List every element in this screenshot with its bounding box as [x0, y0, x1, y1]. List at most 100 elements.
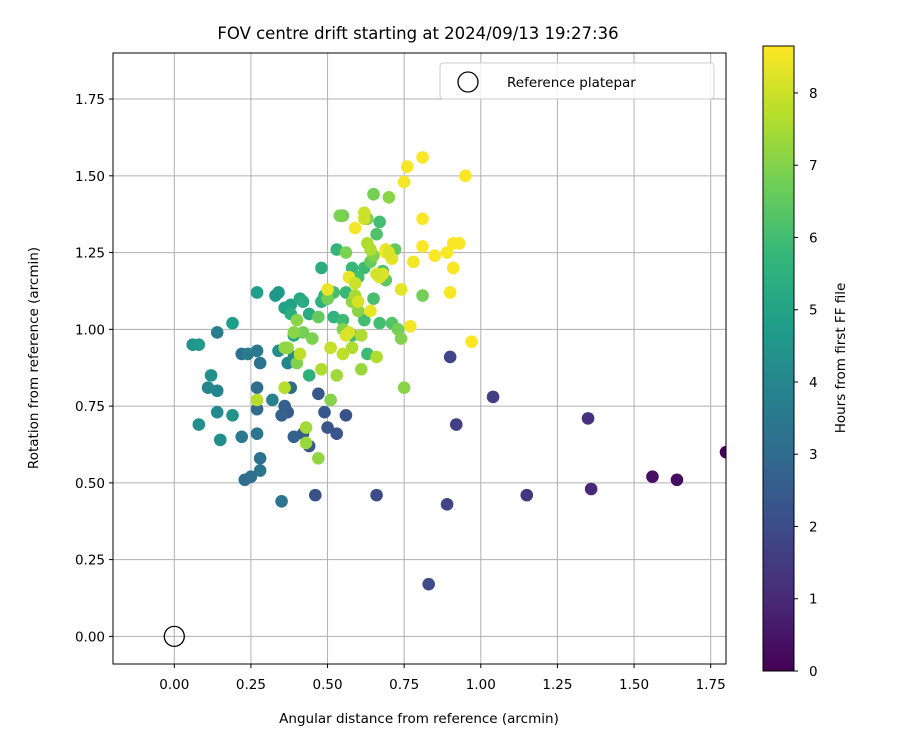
data-point: [210, 405, 224, 419]
y-tick-label: 0.50: [75, 476, 105, 492]
data-point: [367, 292, 380, 305]
data-point: [440, 246, 454, 259]
data-point: [253, 356, 267, 370]
colorbar-tick-label: 1: [809, 592, 818, 608]
colorbar-tick-label: 4: [809, 375, 818, 391]
colorbar-tick-label: 0: [809, 664, 818, 680]
y-tick-label: 0.00: [75, 629, 105, 645]
grid-lines: [113, 53, 726, 664]
data-point: [278, 341, 291, 355]
data-point: [250, 286, 264, 299]
data-point: [646, 470, 659, 484]
data-point: [400, 160, 414, 173]
data-point: [446, 261, 460, 275]
colorbar-tick-label: 7: [809, 158, 818, 174]
data-point: [351, 304, 365, 318]
data-point: [364, 304, 377, 318]
data-point: [312, 310, 325, 324]
data-point: [581, 412, 595, 425]
data-point: [358, 313, 371, 327]
data-point: [296, 326, 310, 339]
data-point: [382, 246, 396, 259]
data-point: [226, 316, 239, 330]
x-tick-label: 1.25: [542, 677, 572, 693]
data-point: [370, 227, 383, 241]
data-point: [315, 362, 328, 376]
data-point: [339, 329, 353, 342]
chart-title: FOV centre drift starting at 2024/09/13 …: [217, 24, 618, 43]
data-point: [287, 326, 301, 339]
x-axis-label: Angular distance from reference (arcmin): [279, 711, 559, 727]
data-point: [367, 187, 380, 201]
data-point: [339, 246, 353, 259]
y-tick-label: 0.75: [75, 399, 105, 415]
data-point: [345, 341, 359, 355]
data-point: [226, 409, 239, 422]
data-point: [422, 577, 435, 591]
data-point: [299, 421, 313, 434]
legend-label: Reference platepar: [507, 75, 636, 91]
data-point: [373, 316, 386, 330]
data-point: [290, 313, 304, 327]
data-point: [312, 451, 325, 465]
x-tick-label: 1.75: [696, 677, 726, 693]
data-point: [670, 473, 684, 487]
x-tick-label: 0.00: [159, 677, 189, 693]
data-point: [486, 390, 500, 404]
data-point: [321, 421, 334, 434]
data-point: [305, 332, 319, 345]
data-point: [373, 215, 386, 229]
data-point: [284, 298, 298, 312]
data-point: [299, 436, 313, 450]
data-point: [520, 488, 534, 502]
data-point: [324, 341, 337, 355]
data-point: [250, 381, 264, 394]
data-point: [364, 243, 377, 256]
data-point: [308, 488, 322, 502]
colorbar-gradient: [762, 45, 795, 672]
data-point: [250, 344, 264, 358]
data-point: [339, 409, 353, 422]
x-axis-ticks: 0.00 0.25 0.50 0.75 1.00 1.25 1.50 1.75: [159, 664, 726, 693]
data-point: [272, 286, 285, 299]
data-point: [296, 295, 310, 308]
data-point: [275, 409, 288, 422]
x-tick-label: 1.50: [619, 677, 649, 693]
data-point: [358, 212, 371, 226]
data-point: [213, 433, 227, 447]
y-axis-ticks: 0.00 0.25 0.50 0.75 1.00 1.25 1.50 1.75: [75, 92, 113, 645]
data-point: [333, 209, 347, 223]
data-point: [201, 381, 215, 394]
colorbar-tick-label: 6: [809, 230, 818, 246]
data-point: [370, 267, 383, 281]
data-point: [250, 427, 264, 441]
data-point: [394, 332, 408, 345]
data-point: [453, 237, 466, 250]
data-point: [204, 369, 218, 382]
data-point: [354, 362, 368, 376]
colorbar-tick-label: 3: [809, 447, 818, 463]
data-point: [250, 393, 264, 407]
data-point: [293, 347, 307, 361]
data-point: [321, 292, 334, 305]
y-tick-label: 1.25: [75, 246, 105, 262]
colorbar-tick-label: 8: [809, 86, 818, 102]
data-point: [459, 169, 472, 183]
legend-reference-marker: [457, 71, 479, 93]
data-point: [321, 283, 334, 296]
data-point: [315, 261, 328, 275]
data-point: [253, 451, 267, 465]
data-point: [370, 488, 383, 502]
data-point: [443, 350, 457, 364]
data-point: [324, 393, 337, 407]
data-point: [287, 430, 301, 444]
x-tick-label: 0.75: [389, 677, 419, 693]
data-point: [210, 326, 224, 339]
data-point: [354, 329, 368, 342]
colorbar-tick-label: 2: [809, 519, 818, 535]
y-tick-label: 1.75: [75, 92, 105, 108]
data-point: [416, 240, 429, 253]
data-point: [278, 381, 291, 394]
data-point: [440, 498, 454, 511]
